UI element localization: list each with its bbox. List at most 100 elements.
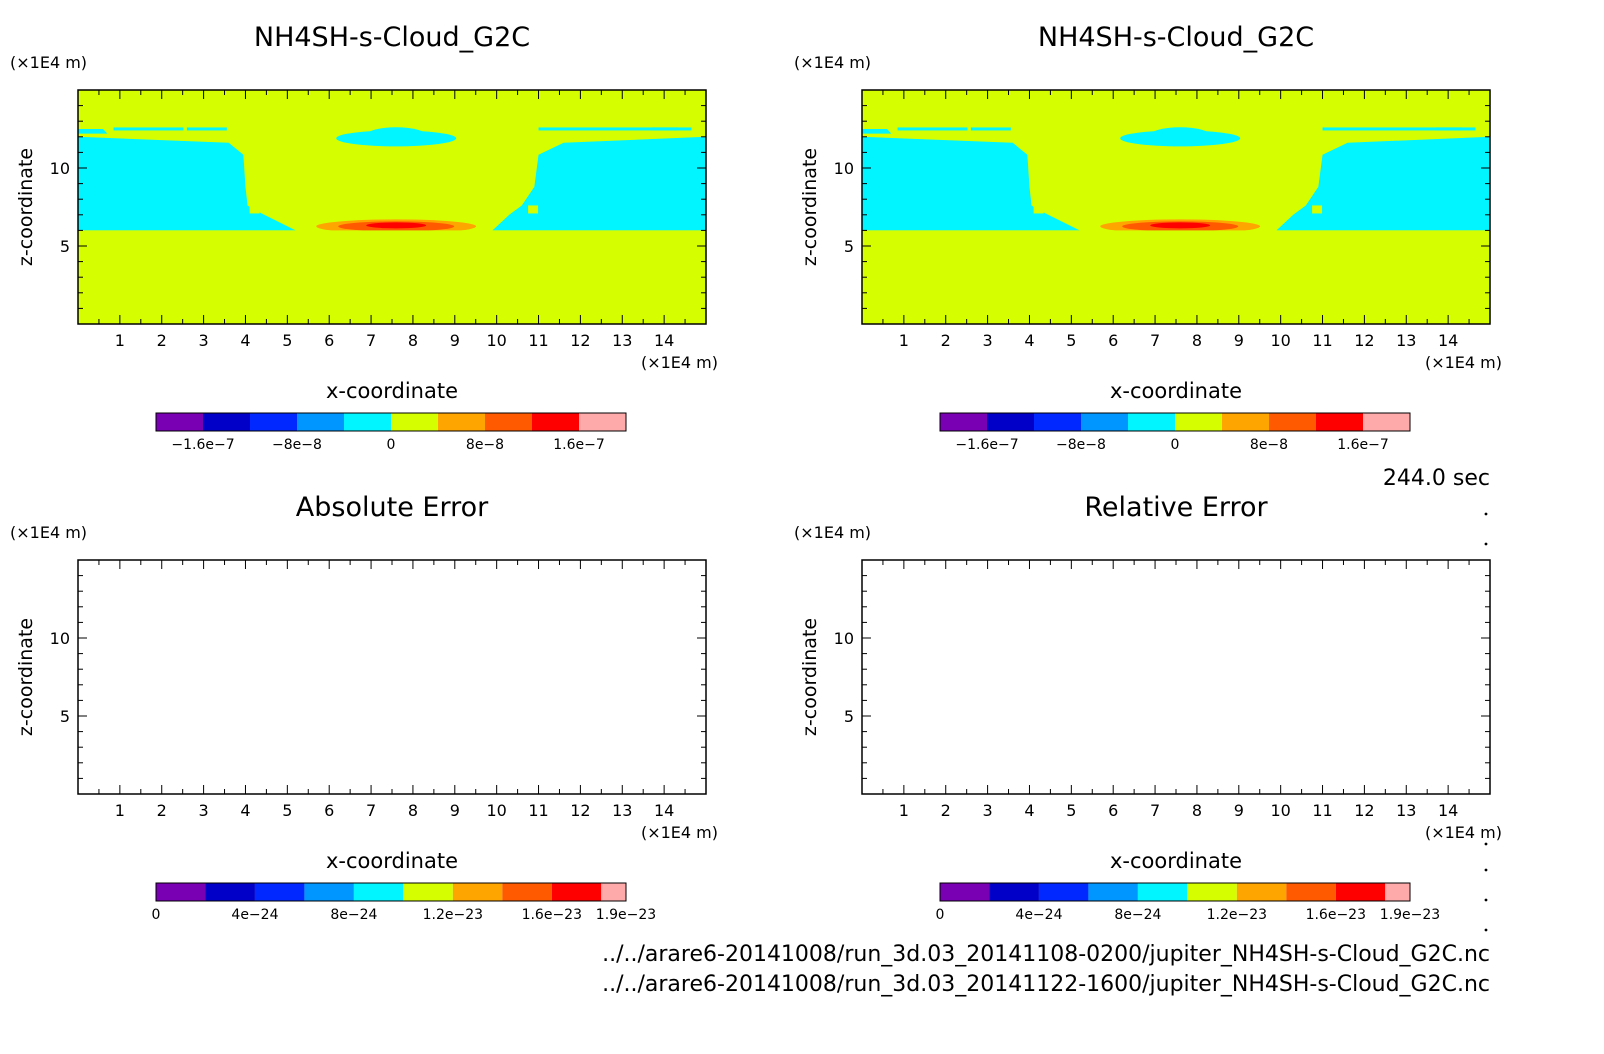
x-tick-label: 3 (983, 801, 993, 820)
colorbar-frame (939, 412, 1411, 432)
colorbar-tick-label: −8e−8 (272, 437, 322, 453)
cloud-streak (1322, 127, 1463, 131)
edge-dot (1484, 512, 1488, 516)
x-unit-label: (×1E4 m) (1425, 823, 1502, 842)
colorbar-swatch (1128, 413, 1175, 431)
colorbar-tick-label: 0 (936, 907, 945, 923)
colorbar-swatch (987, 413, 1034, 431)
colorbar-tick-label: 0 (1171, 437, 1180, 453)
colorbar-swatch (940, 413, 987, 431)
x-tick-label: 6 (324, 331, 334, 350)
colorbar-swatch (1222, 413, 1269, 431)
edge-dot (1484, 928, 1488, 932)
x-tick-label: 9 (450, 801, 460, 820)
x-tick-label: 2 (941, 801, 951, 820)
file-path-2: ../../arare6-20141008/run_3d.03_20141122… (602, 972, 1490, 997)
plot-frame (77, 559, 707, 795)
x-tick-label: 9 (450, 331, 460, 350)
x-tick-label: 1 (115, 331, 125, 350)
x-tick-label: 9 (1234, 801, 1244, 820)
colorbar-swatch (353, 883, 404, 901)
colorbar-tick-label: 8e−8 (1250, 437, 1288, 453)
x-tick-label: 14 (1438, 801, 1458, 820)
cloud-streak (651, 127, 692, 131)
x-tick-label: 7 (1150, 801, 1160, 820)
x-tick-label: 11 (528, 801, 548, 820)
colorbar-swatch (551, 883, 602, 901)
colorbar-swatch (1385, 883, 1410, 901)
cloud-streak (78, 129, 108, 134)
colorbar-swatch (1175, 413, 1222, 431)
x-axis-label: x-coordinate (326, 379, 458, 403)
chart-panel-2: 1 2 3 4 5 6 7 8 9 10 11 12 13 14510NH4SH-s-Cloud_G2C(… (794, 22, 1502, 453)
plot-frame (861, 559, 1491, 795)
x-tick-label: 12 (570, 801, 590, 820)
x-unit-label: (×1E4 m) (1425, 353, 1502, 372)
colorbar-frame (155, 412, 627, 432)
colorbar-swatch (391, 413, 438, 431)
colorbar-tick-label: 1.2e−23 (1207, 907, 1267, 923)
y-tick-label: 5 (844, 237, 854, 256)
colorbar-frame (939, 882, 1411, 902)
colorbar-tick-label: 4e−24 (231, 907, 278, 923)
x-unit-label: (×1E4 m) (641, 823, 718, 842)
edge-dot (1484, 842, 1488, 846)
x-tick-label: 13 (612, 801, 632, 820)
x-unit-label: (×1E4 m) (641, 353, 718, 372)
x-tick-label: 8 (408, 331, 418, 350)
cloud-streak (538, 127, 679, 131)
cloud-streak (113, 127, 184, 131)
x-tick-label: 12 (1354, 331, 1374, 350)
field-lower (78, 230, 706, 324)
x-tick-label: 3 (199, 801, 209, 820)
y-tick-label: 10 (50, 629, 70, 648)
chart-title: NH4SH-s-Cloud_G2C (1038, 22, 1314, 53)
colorbar-swatch (344, 413, 391, 431)
field-lower (862, 230, 1490, 324)
x-tick-label: 9 (1234, 331, 1244, 350)
x-tick-label: 14 (654, 801, 674, 820)
cloud-streak (862, 129, 892, 134)
colorbar-tick-label: −1.6e−7 (171, 437, 234, 453)
y-axis-label: z-coordinate (799, 618, 821, 736)
colorbar-tick-label: 8e−24 (1114, 907, 1161, 923)
x-tick-label: 1 (899, 801, 909, 820)
x-tick-label: 5 (1066, 801, 1076, 820)
chart-title: Absolute Error (296, 492, 489, 523)
time-label: 244.0 sec (1382, 466, 1490, 491)
colorbar-tick-label: 4e−24 (1015, 907, 1062, 923)
x-tick-label: 7 (366, 801, 376, 820)
x-tick-label: 1 (115, 801, 125, 820)
x-tick-label: 3 (983, 331, 993, 350)
colorbar-swatch (452, 883, 503, 901)
field-contour-1.6e-7 (1150, 222, 1211, 229)
field-patch (1033, 205, 1044, 214)
colorbar-swatch (304, 883, 354, 901)
x-tick-label: 6 (1108, 801, 1118, 820)
x-tick-label: 4 (240, 801, 250, 820)
cloud-region-right (1276, 136, 1490, 231)
x-tick-label: 5 (1066, 331, 1076, 350)
y-tick-label: 5 (60, 237, 70, 256)
y-tick-label: 5 (60, 707, 70, 726)
cloud-streak (897, 127, 968, 131)
colorbar-tick-label: 1.6e−7 (1337, 437, 1389, 453)
x-tick-label: 11 (1312, 801, 1332, 820)
x-tick-label: 2 (157, 331, 167, 350)
colorbar-tick-label: 1.6e−23 (1306, 907, 1366, 923)
field-contour-1.6e-7 (366, 222, 427, 229)
x-tick-label: 13 (1396, 801, 1416, 820)
colorbar-swatch (1269, 413, 1316, 431)
cloud-streak (970, 127, 1011, 131)
x-tick-label: 14 (1438, 331, 1458, 350)
colorbar-swatch (1137, 883, 1188, 901)
colorbar-swatch (940, 883, 990, 901)
x-tick-label: 1 (899, 331, 909, 350)
x-tick-label: 8 (408, 801, 418, 820)
x-tick-label: 4 (1024, 331, 1034, 350)
colorbar-swatch (485, 413, 532, 431)
y-tick-label: 10 (834, 629, 854, 648)
edge-dot (1484, 898, 1488, 902)
y-axis-label: z-coordinate (15, 618, 37, 736)
